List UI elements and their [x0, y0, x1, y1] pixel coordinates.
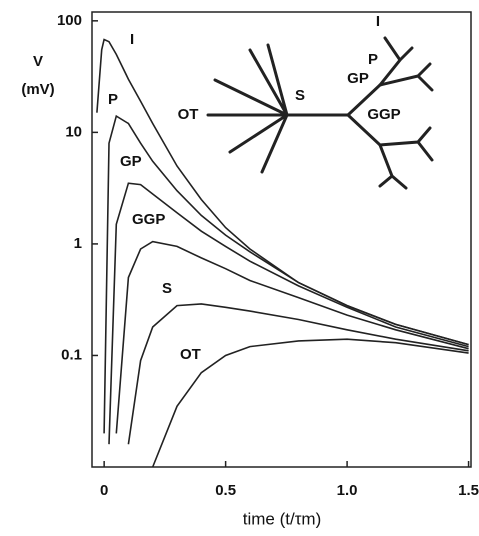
y-axis-unit: (mV): [21, 81, 54, 98]
curve: [104, 116, 469, 433]
curve: [128, 304, 468, 444]
curve-label: GGP: [132, 211, 165, 228]
y-axis-label: V: [33, 53, 43, 70]
x-tick-label: 0.5: [215, 482, 236, 499]
x-tick-label: 1.0: [337, 482, 358, 499]
diagram-label: S: [295, 87, 305, 104]
diagram-label: I: [376, 13, 380, 30]
curve-label: GP: [120, 153, 142, 170]
y-tick-label: 100: [57, 12, 82, 29]
diagram-label: GGP: [367, 106, 400, 123]
curve-label: I: [130, 31, 134, 48]
y-tick-label: 0.1: [61, 346, 82, 363]
y-tick-label: 1: [74, 235, 82, 252]
diagram-label: GP: [347, 70, 369, 87]
curve-label: P: [108, 91, 118, 108]
curve-label: OT: [180, 346, 201, 363]
diagram-label: OT: [178, 106, 199, 123]
diagram-label: P: [368, 51, 378, 68]
x-axis-label: time (t/τm): [243, 509, 321, 528]
x-tick-label: 1.5: [458, 482, 479, 499]
x-tick-label: 0: [100, 482, 108, 499]
y-tick-label: 10: [65, 123, 82, 140]
curve: [116, 242, 468, 434]
curve: [97, 40, 469, 345]
chart: V (mV) time (t/τm) I P GP GGP S OT OT S …: [0, 0, 479, 536]
curve-label: S: [162, 280, 172, 297]
plot-frame: [92, 12, 471, 467]
